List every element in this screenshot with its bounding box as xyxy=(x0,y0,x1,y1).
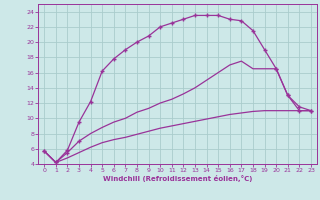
X-axis label: Windchill (Refroidissement éolien,°C): Windchill (Refroidissement éolien,°C) xyxy=(103,175,252,182)
